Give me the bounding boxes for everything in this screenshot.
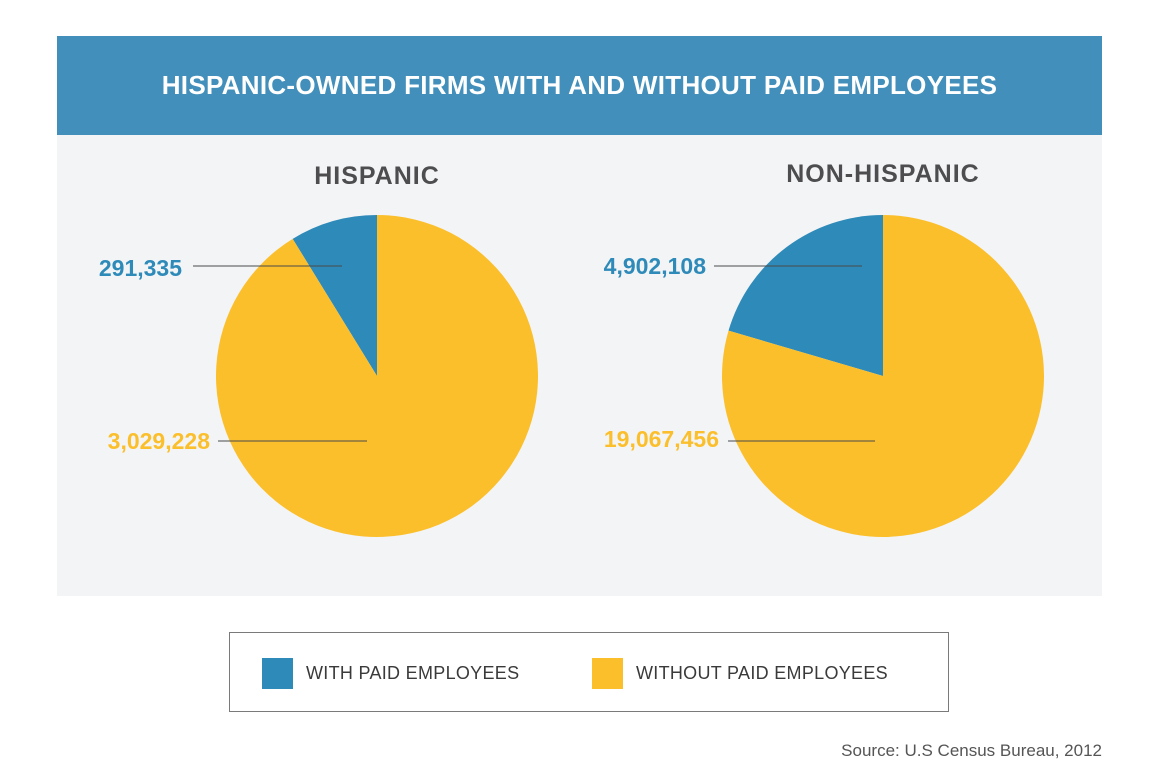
legend-item-without-paid: WITHOUT PAID EMPLOYEES [592, 658, 888, 689]
legend: WITH PAID EMPLOYEES WITHOUT PAID EMPLOYE… [229, 632, 949, 712]
data-label-without-paid: 19,067,456 [604, 426, 719, 452]
data-label-with-paid: 291,335 [99, 255, 182, 281]
title-banner: HISPANIC-OWNED FIRMS WITH AND WITHOUT PA… [57, 36, 1102, 135]
chart-title: HISPANIC-OWNED FIRMS WITH AND WITHOUT PA… [161, 70, 998, 100]
source-note: Source: U.S Census Bureau, 2012 [841, 741, 1102, 760]
pie-slice-with-paid [728, 215, 883, 376]
data-label-without-paid: 3,029,228 [108, 428, 211, 454]
pie-slice-with-paid [292, 215, 377, 376]
pie-slice-without-paid [722, 215, 1044, 538]
legend-swatch-with-paid [262, 658, 293, 689]
legend-label-with-paid: WITH PAID EMPLOYEES [306, 663, 520, 683]
pie-slice-without-paid [215, 215, 539, 538]
pie-charts: HISPANIC 291,335 3,029,228 NON-HISPANIC 4,90… [99, 160, 1044, 538]
pie-title: HISPANIC [314, 162, 440, 190]
data-label-with-paid: 4,902,108 [604, 253, 707, 279]
legend-label-without-paid: WITHOUT PAID EMPLOYEES [636, 663, 888, 683]
legend-swatch-without-paid [592, 658, 623, 689]
legend-item-with-paid: WITH PAID EMPLOYEES [262, 658, 519, 689]
pie-title: NON-HISPANIC [786, 160, 979, 188]
